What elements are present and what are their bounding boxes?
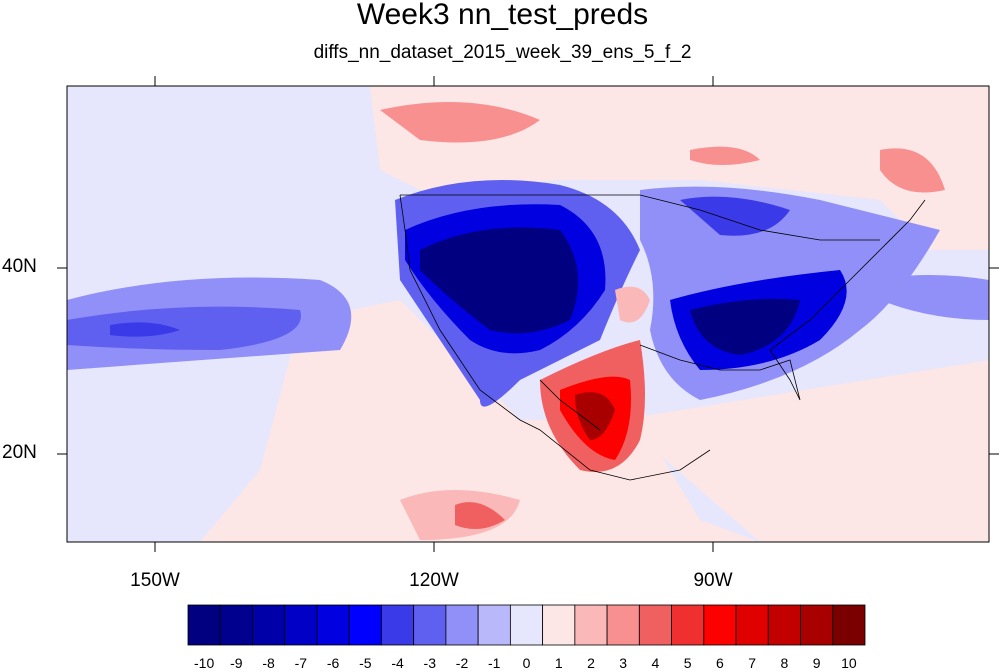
colorbar-tick-label: 6 [716,655,724,671]
chart-title: Week3 nn_test_preds [356,0,649,31]
colorbar-tick-label: -7 [294,655,308,671]
colorbar-tick-label: 9 [812,655,821,671]
colorbar-swatch [832,604,866,646]
coastlines [399,194,926,481]
colorbar-swatch [316,604,350,646]
colorbar-swatch [381,604,415,646]
colorbar-tick-label: 7 [748,655,757,671]
colorbar-swatch [703,604,737,646]
colorbar-tick-label: -10 [193,655,215,671]
colorbar-swatch [413,604,447,646]
colorbar-swatch [252,604,286,646]
colorbar-tick-label: 10 [841,655,857,671]
map-frame [66,85,990,543]
colorbar-tick-label: 8 [780,655,789,671]
colorbar-swatch [284,604,318,646]
lon-label-90w: 90W [693,570,733,591]
colorbar-swatch [348,604,382,646]
colorbar-swatch [767,604,801,646]
colorbar-swatch [542,604,576,646]
colorbar-swatch [606,604,640,646]
lat-label-40n: 40N [2,256,37,277]
colorbar-tick-label: 1 [554,655,563,671]
colorbar-swatch [638,604,672,646]
colorbar-tick-label: -4 [391,655,404,671]
colorbar-swatch [800,604,834,646]
chart-subtitle: diffs_nn_dataset_2015_week_39_ens_5_f_2 [313,42,692,63]
map-field [67,86,989,542]
colorbar-tick-label: -3 [423,655,437,671]
colorbar-swatch [671,604,705,646]
colorbar-swatch [574,604,608,646]
colorbar-tick-label: -8 [262,655,275,671]
colorbar-tick-label: 4 [651,655,660,671]
colorbar-tick-label: 3 [619,655,628,671]
colorbar-swatch [477,604,511,646]
colorbar-swatch [219,604,253,646]
colorbar-tick-label: -6 [326,655,340,671]
colorbar-swatch [509,604,544,646]
axis-ticks [57,76,999,552]
colorbar-tick-label: -2 [455,655,469,671]
colorbar-tick-label: 2 [587,655,595,671]
colorbar-tick-label: -5 [359,655,372,671]
colorbar-tick-label: -9 [230,655,243,671]
colorbar [187,604,866,646]
colorbar-tick-label: -1 [488,655,501,671]
lat-label-20n: 20N [2,442,37,463]
colorbar-tick-label: 5 [683,655,692,671]
colorbar-swatch [445,604,479,646]
colorbar-tick-label: 0 [522,655,531,671]
colorbar-swatch [735,604,769,646]
lon-label-150w: 150W [130,570,180,591]
colorbar-swatch [187,604,221,646]
lon-label-120w: 120W [409,570,459,591]
